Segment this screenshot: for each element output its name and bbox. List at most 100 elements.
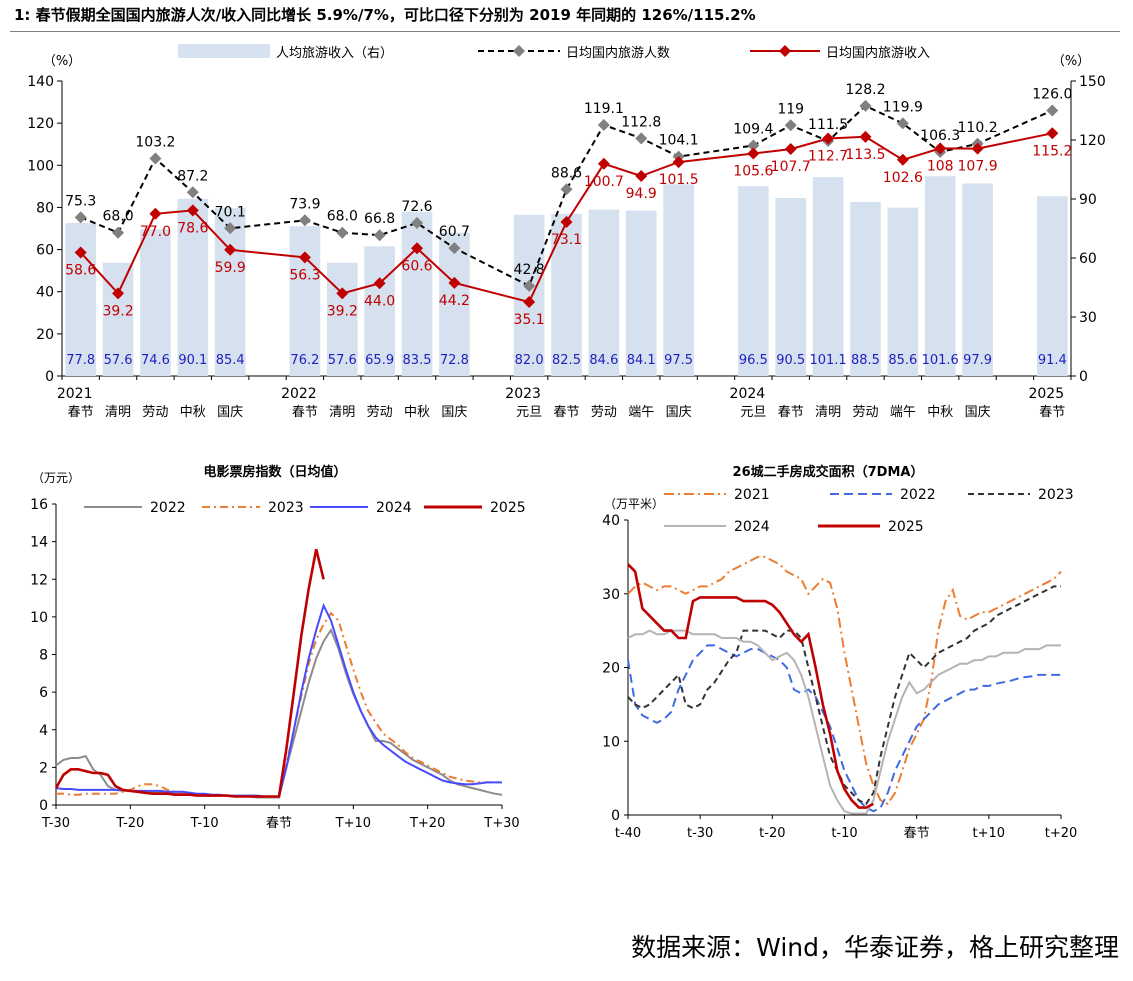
y-tick-label: 14	[30, 535, 48, 551]
tourist-count-marker	[597, 119, 610, 132]
tourism-income-marker	[672, 156, 685, 169]
tourist-count-marker	[149, 152, 162, 165]
tourism-income-label: 44.0	[364, 293, 395, 309]
y-tick-label-left: 0	[45, 369, 54, 385]
bar-label: 101.6	[922, 353, 959, 368]
y-tick-label-left: 140	[27, 74, 54, 90]
tourism-income-label: 35.1	[514, 312, 545, 328]
movie-box-office-chart: 电影票房指数（日均值） （万元） 0 2 4 6 8 10 12 14 16 T-30 T-20 T-10…	[30, 464, 525, 831]
data-source-note: 数据来源：Wind，华泰证券，格上研究整理	[631, 933, 1119, 962]
y-tick-label-right: 150	[1079, 74, 1106, 90]
y-tick-label-right: 90	[1079, 192, 1097, 208]
tourist-count-marker	[1046, 104, 1059, 117]
y-tick-label-left: 20	[36, 327, 54, 343]
legend-label-income: 日均国内旅游收入	[826, 45, 930, 61]
left-axis-unit: （%）	[43, 54, 81, 69]
bar	[364, 246, 395, 376]
tourist-count-label: 128.2	[845, 82, 885, 98]
bar-label: 97.5	[664, 353, 693, 368]
tourism-income-marker	[523, 296, 536, 309]
series-line-2024	[627, 629, 1061, 815]
category-label: 劳动	[142, 404, 168, 420]
category-label: 劳动	[367, 404, 393, 420]
legend-label-2024: 2024	[376, 500, 412, 516]
x-tick-label: T+20	[409, 816, 445, 831]
category-label: 春节	[68, 405, 94, 420]
bar-label: 90.1	[178, 353, 207, 368]
category-label: 中秋	[927, 405, 953, 420]
bar-label: 57.6	[328, 353, 357, 368]
bar	[551, 213, 582, 376]
tourist-count-label: 119.9	[883, 99, 923, 115]
bar	[513, 214, 545, 376]
tourism-income-label: 100.7	[584, 174, 624, 190]
tourist-count-label: 42.8	[514, 262, 545, 278]
category-label: 劳动	[852, 404, 878, 420]
bar-label: 57.6	[104, 353, 133, 368]
tourism-income-label: 101.5	[659, 172, 699, 188]
tourism-income-label: 105.6	[733, 163, 773, 179]
bar-label: 76.2	[290, 353, 319, 368]
category-label: 端午	[628, 405, 654, 420]
bar-label: 82.0	[515, 353, 544, 368]
bar-label: 85.4	[216, 353, 245, 368]
y-tick-label: 20	[602, 661, 620, 677]
legend-label-bar: 人均旅游收入（右）	[276, 46, 393, 61]
category-label: 国庆	[965, 405, 991, 420]
bar	[326, 262, 358, 376]
tourism-income-label: 115.2	[1032, 143, 1072, 159]
category-label: 元旦	[516, 405, 542, 420]
tourist-count-marker	[896, 117, 909, 130]
bar	[588, 209, 620, 376]
category-label: 清明	[329, 405, 355, 420]
tourism-income-label: 73.1	[551, 232, 582, 248]
legend-label-2023: 2023	[1038, 487, 1074, 503]
tourist-count-label: 119	[777, 101, 804, 117]
y-tick-label-right: 0	[1079, 369, 1088, 385]
y-tick-label-left: 100	[27, 158, 54, 174]
tourist-count-label: 88.6	[551, 165, 582, 181]
bar-label: 96.5	[739, 353, 768, 368]
series-line-2025	[627, 563, 874, 809]
bar-label: 84.1	[627, 353, 656, 368]
y-tick-label-left: 60	[36, 243, 54, 259]
tourism-income-label: 113.5	[845, 147, 885, 163]
bar-label: 85.6	[888, 353, 917, 368]
year-label: 2025	[1028, 386, 1064, 402]
tourism-income-label: 60.6	[401, 258, 432, 274]
tourism-income-marker	[971, 142, 984, 155]
legend-swatch-bar	[178, 44, 270, 58]
tourism-income-marker	[74, 246, 87, 259]
tourism-income-label: 108	[927, 158, 954, 174]
y-tick-label-left: 40	[36, 285, 54, 301]
tourist-count-marker	[298, 214, 311, 227]
category-label: 元旦	[740, 405, 766, 420]
x-tick-label: 春节	[904, 826, 930, 841]
bar	[1036, 196, 1068, 376]
figure-title: 1: 春节假期全国国内旅游人次/收入同比增长 5.9%/7%，可比口径下分别为 …	[14, 6, 756, 24]
y-tick-label-left: 80	[36, 200, 54, 216]
bar	[775, 198, 807, 376]
tourism-income-label: 56.3	[289, 267, 320, 283]
tourist-count-marker	[747, 139, 760, 152]
bar-label: 82.5	[552, 353, 581, 368]
y-tick-label-right: 60	[1079, 251, 1097, 267]
y-tick-label-right: 30	[1079, 310, 1097, 326]
category-label: 国庆	[217, 405, 243, 420]
tourist-count-label: 73.9	[289, 196, 320, 212]
tourism-income-marker	[298, 251, 311, 264]
tourism-income-label: 94.9	[626, 186, 657, 202]
tourism-income-marker	[373, 277, 386, 290]
year-label: 2021	[57, 386, 93, 402]
x-tick-label: T-10	[190, 816, 219, 831]
tourist-count-marker	[859, 99, 872, 112]
title-divider	[10, 31, 1120, 32]
category-label: 端午	[890, 405, 916, 420]
tourist-count-label: 68.0	[102, 209, 133, 225]
tourist-count-marker	[635, 132, 648, 145]
bar	[924, 176, 956, 376]
bar-label: 83.5	[403, 353, 432, 368]
bar	[887, 207, 919, 376]
year-label: 2022	[281, 386, 317, 402]
x-tick-label: t-20	[759, 826, 785, 841]
